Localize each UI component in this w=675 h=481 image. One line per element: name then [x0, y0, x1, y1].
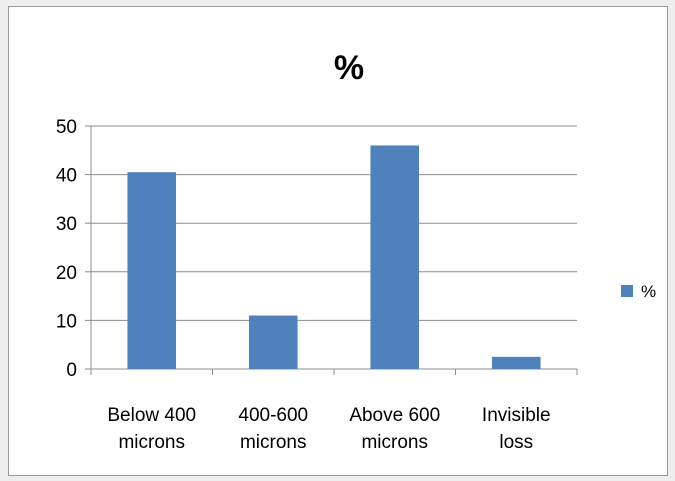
chart-area: % 0 10 20 30 40 50 Below 400 microns 400-600 micr…: [8, 6, 668, 476]
bar: [248, 315, 298, 369]
axis-labels: 0 10 20 30 40 50 Below 400 microns 400-600 micron…: [56, 117, 551, 453]
y-tick-label: 20: [56, 263, 77, 284]
y-tick-label: 50: [56, 117, 77, 138]
x-category-label: Above 600 microns: [349, 405, 440, 453]
legend-swatch: [621, 285, 633, 297]
x-category-label: Invisible loss: [482, 405, 551, 453]
bars: [127, 145, 541, 369]
y-tick-label: 0: [66, 360, 77, 381]
y-tick-label: 40: [56, 166, 77, 187]
legend: %: [621, 282, 656, 301]
y-tick-label: 30: [56, 214, 77, 235]
bar: [127, 172, 177, 369]
bar: [491, 356, 541, 369]
bar-chart: % 0 10 20 30 40 50 Below 400 microns 400-600 micr…: [56, 49, 656, 453]
chart-title: %: [334, 49, 364, 87]
bar: [370, 145, 420, 369]
legend-label: %: [641, 282, 656, 301]
y-tick-label: 10: [56, 311, 77, 332]
x-category-label: Below 400 microns: [107, 405, 196, 453]
x-category-label: 400-600 microns: [238, 405, 308, 453]
